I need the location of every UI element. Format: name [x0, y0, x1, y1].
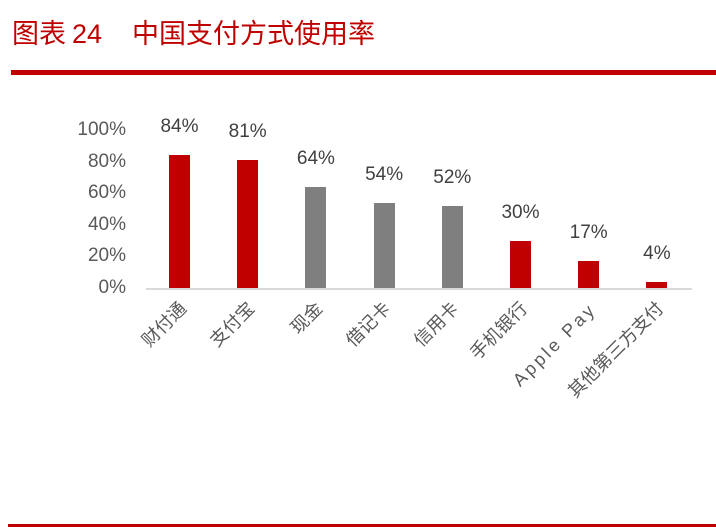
data-label: 4% — [643, 242, 671, 264]
x-axis-line — [146, 288, 692, 290]
x-tick-label: 现金 — [286, 298, 327, 339]
x-tick-label: 支付宝 — [205, 298, 259, 352]
x-tick-label: 信用卡 — [410, 298, 464, 352]
data-label: 81% — [228, 121, 267, 143]
figure-number: 24 — [72, 19, 103, 49]
y-tick-label: 80% — [87, 150, 126, 172]
bar — [646, 281, 668, 288]
data-label: 54% — [365, 163, 404, 185]
bar — [441, 205, 463, 288]
bar — [373, 202, 395, 288]
y-tick-label: 0% — [98, 277, 126, 298]
bottom-divider — [8, 524, 716, 527]
bar — [578, 261, 600, 288]
y-tick-label: 60% — [87, 182, 126, 204]
bar — [237, 160, 259, 288]
data-label: 52% — [433, 166, 472, 188]
y-tick-label: 100% — [77, 119, 126, 140]
y-tick-label: 40% — [87, 213, 126, 235]
data-label: 64% — [296, 147, 335, 169]
data-label: 30% — [501, 201, 540, 223]
data-label: 84% — [160, 116, 199, 138]
figure-prefix: 图表 — [12, 19, 66, 50]
x-tick-label: 财付通 — [137, 298, 191, 352]
figure-title: 图表 24 中国支付方式使用率 — [12, 14, 375, 54]
x-tick-label: 借记卡 — [342, 298, 396, 352]
bar — [510, 240, 531, 288]
bar — [305, 186, 327, 288]
y-tick-label: 20% — [87, 245, 126, 267]
top-divider — [11, 70, 716, 75]
data-label: 17% — [569, 222, 608, 244]
chart-title: 中国支付方式使用率 — [132, 19, 376, 50]
x-tick-label: 手机银行 — [465, 298, 532, 364]
bar — [169, 155, 190, 288]
